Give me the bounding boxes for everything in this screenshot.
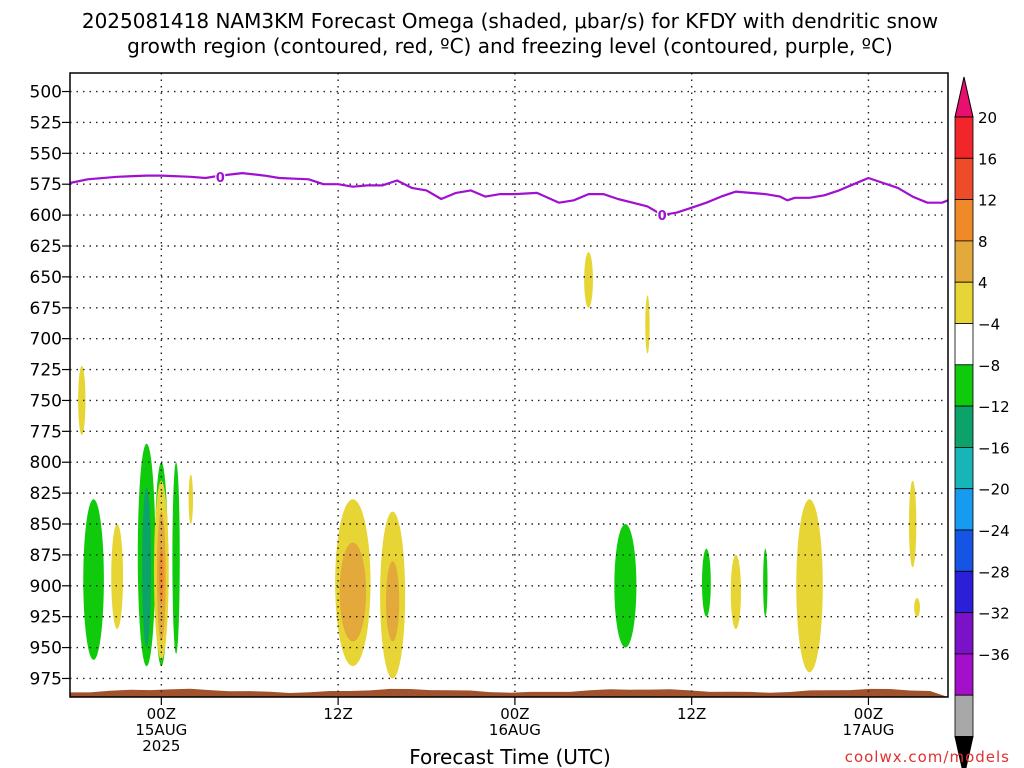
colorbar-segment (954, 199, 974, 242)
x-tick-label: 15AUG (135, 721, 187, 739)
omega-region--4 (701, 548, 711, 617)
x-axis-label: Forecast Time (UTC) (409, 745, 611, 768)
colorbar-segment (954, 323, 974, 366)
colorbar-segment (954, 281, 974, 324)
y-tick-label: 500 (30, 83, 62, 103)
colorbar-label: −12 (978, 398, 1010, 416)
colorbar-segment (954, 446, 974, 490)
colorbar-top-arrow (954, 76, 974, 118)
y-tick-label: 850 (30, 515, 62, 535)
omega-region-4 (730, 554, 742, 630)
chart-title-line1: 2025081418 NAM3KM Forecast Omega (shaded… (82, 9, 938, 33)
x-tick-label: 00Z (854, 705, 883, 723)
colorbar-segment (954, 694, 974, 737)
colorbar-label: 12 (978, 192, 997, 210)
plot-border (69, 72, 949, 698)
y-tick-label: 900 (30, 577, 62, 597)
y-tick-label: 650 (30, 268, 62, 288)
colorbar-label: −16 (978, 439, 1010, 457)
colorbar-segment (954, 612, 974, 655)
y-tick-label: 750 (30, 391, 62, 411)
y-tick-label: 925 (30, 608, 62, 628)
y-tick-label: 800 (30, 453, 62, 473)
colorbar-segment (954, 653, 974, 696)
freezing-level-label: 0 (216, 171, 225, 186)
x-tick-label: 17AUG (842, 721, 894, 739)
y-tick-label: 875 (30, 546, 62, 566)
colorbar-segment (954, 240, 974, 283)
omega-region--4 (83, 499, 104, 660)
y-tick-label: 625 (30, 237, 62, 257)
colorbar-label: 16 (978, 150, 997, 168)
colorbar-bottom-arrow (954, 736, 974, 768)
x-tick-label: 12Z (677, 705, 706, 723)
colorbar-label: 8 (978, 233, 988, 251)
omega-region-4 (188, 474, 194, 525)
omega-region-4 (796, 499, 823, 673)
plot-frame (69, 72, 949, 698)
y-tick-label: 600 (30, 206, 62, 226)
colorbar-label: 4 (978, 274, 988, 292)
omega-region-4 (914, 598, 921, 617)
colorbar-segment (954, 157, 974, 201)
colorbar-segment (954, 364, 974, 407)
credit-text: coolwx.com/models (845, 748, 1010, 766)
omega-region-12 (159, 548, 164, 605)
y-tick-label: 575 (30, 175, 62, 195)
freezing-level-contour: 00 (69, 169, 949, 224)
y-tick-label: 975 (30, 669, 62, 689)
omega-region--8 (142, 486, 152, 648)
freezing-level-label: 0 (658, 209, 667, 224)
colorbar-segment (954, 570, 974, 613)
ground-surface (70, 688, 948, 697)
colorbar-segment (954, 116, 974, 159)
ground-fill (70, 688, 948, 697)
omega-region--4 (763, 548, 768, 617)
colorbar-label: 20 (978, 109, 997, 127)
x-tick-label: 12Z (323, 705, 352, 723)
y-axis: 500 525 550 575 600 625 650 675 700 725 750 775 800 8… (30, 83, 70, 689)
omega-region-8 (339, 542, 367, 642)
y-tick-label: 525 (30, 113, 62, 133)
omega-region--4 (172, 462, 180, 654)
colorbar-segment (954, 405, 974, 448)
y-tick-label: 725 (30, 361, 62, 381)
colorbar-label: −4 (978, 316, 1000, 334)
omega-region-4 (908, 480, 917, 568)
omega-region-4 (78, 365, 86, 436)
y-tick-label: 700 (30, 330, 62, 350)
omega-region-8 (385, 561, 400, 642)
omega-region--4 (614, 524, 637, 648)
colorbar-label: −28 (978, 563, 1010, 581)
colorbar-label: −36 (978, 646, 1010, 664)
colorbar-label: −20 (978, 481, 1010, 499)
x-tick-label: 16AUG (489, 721, 541, 739)
freezing-level-line (69, 172, 949, 217)
colorbar-segment (954, 529, 974, 572)
colorbar: 20 16 12 8 4 −4 −8 −12 −16 −20 −24 −28 −32 −36 (954, 76, 1010, 768)
omega-shading (78, 252, 921, 679)
colorbar-label: −8 (978, 357, 1000, 375)
y-tick-label: 675 (30, 299, 62, 319)
y-tick-label: 775 (30, 422, 62, 442)
chart-title-line2: growth region (contoured, red, ºC) and f… (127, 34, 893, 58)
x-tick-label: 2025 (142, 737, 180, 755)
y-tick-label: 825 (30, 484, 62, 504)
omega-region-4 (584, 252, 593, 308)
omega-region-4 (111, 524, 124, 630)
colorbar-label: −32 (978, 605, 1010, 623)
y-tick-label: 550 (30, 144, 62, 164)
x-tick-label: 00Z (147, 705, 176, 723)
omega-region-4 (645, 295, 650, 354)
x-tick-label: 00Z (500, 705, 529, 723)
colorbar-segment (954, 488, 974, 531)
colorbar-label: −24 (978, 522, 1010, 540)
y-tick-label: 950 (30, 639, 62, 659)
